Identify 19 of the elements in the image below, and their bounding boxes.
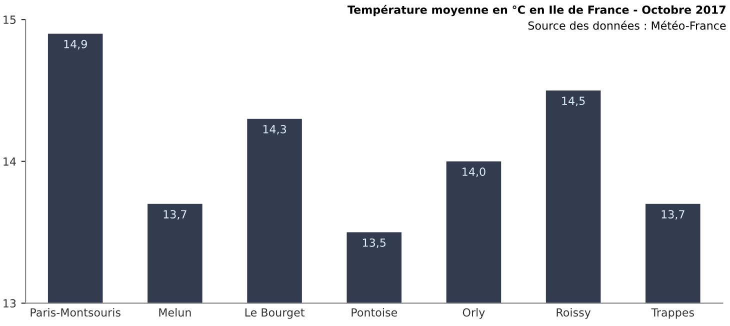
x-tick-label: Roissy (556, 308, 591, 319)
x-tick-label: Trappes (651, 308, 694, 319)
data-label: 13,7 (662, 210, 684, 220)
x-tick-label: Pontoise (352, 308, 398, 317)
data-label: 13,5 (362, 238, 386, 248)
y-tick-label: 14 (4, 157, 16, 166)
chart-subtitle: Source des données : Météo-France (528, 20, 726, 30)
data-label: 14,0 (462, 168, 486, 178)
x-tick-label: Le Bourget (245, 308, 304, 319)
data-label: 13,7 (164, 210, 186, 220)
x-tick-label: Melun (159, 308, 191, 317)
data-label: 14,3 (263, 124, 286, 135)
data-label: 14,5 (562, 96, 585, 106)
y-tick-label: 15 (4, 16, 16, 24)
x-tick-label: Paris-Montsouris (30, 308, 120, 317)
y-tick-label: 13 (4, 299, 16, 308)
data-label: 14,9 (64, 40, 87, 50)
chart-title: Température moyenne en °C en Ile de France - Octobre 2017 (348, 4, 726, 16)
x-tick-label: Orly (462, 308, 485, 319)
